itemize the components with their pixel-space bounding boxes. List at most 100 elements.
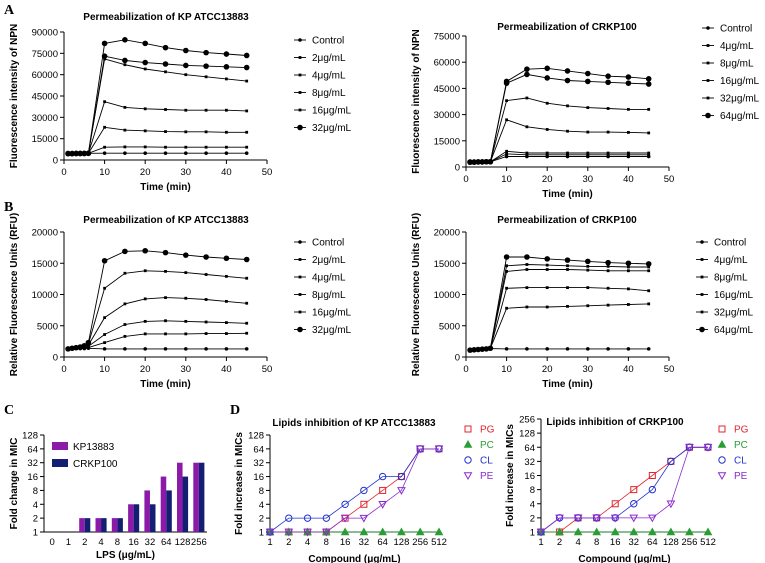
series-16μg/mL: [66, 269, 249, 351]
data-point: [647, 514, 657, 523]
data-point: [627, 107, 630, 111]
x-tick-label: 20: [542, 174, 553, 185]
data-point: [483, 158, 490, 165]
data-point: [243, 256, 250, 263]
series-2μg/mL: [66, 331, 249, 351]
y-tick-label: 10000: [32, 290, 58, 301]
y-axis-label: Fluorescence intensity of NPN: [9, 24, 20, 168]
chart-b2: 0 10 20 30 40 50 0 5000 10000 15000 20000 Permeabil…: [411, 213, 754, 390]
data-point: [183, 62, 189, 69]
data-point: [303, 514, 312, 522]
data-point: [566, 304, 569, 308]
bar: [166, 490, 172, 532]
data-point: [204, 273, 208, 276]
data-point: [586, 153, 590, 157]
data-point: [103, 57, 106, 61]
chart-b1: 0 10 20 30 40 50 0 5000 10000 15000 20000 Permeabil…: [9, 213, 352, 390]
panel-label-a: A: [4, 3, 15, 18]
legend-item: PG: [718, 425, 749, 436]
y-tick-label: 1: [530, 528, 535, 539]
x-tick-label: 16: [610, 537, 621, 548]
x-tick-label: 64: [647, 537, 658, 548]
legend-item: Control: [696, 238, 746, 249]
data-point: [564, 77, 571, 84]
data-point: [505, 306, 508, 310]
data-point: [606, 107, 610, 110]
data-point: [525, 347, 529, 351]
series-16μg/mL: [468, 268, 651, 352]
y-tick-label: 5000: [37, 321, 58, 332]
x-axis-label: Time (min): [140, 182, 190, 193]
data-point: [184, 130, 188, 134]
x-tick-label: 4: [305, 537, 310, 548]
legend-label: 8μg/mL: [312, 290, 346, 301]
legend-item: 32μg/mL: [294, 123, 352, 134]
data-point: [703, 527, 713, 536]
data-point: [184, 271, 188, 275]
legend-item: 64μg/mL: [696, 325, 754, 336]
y-tick-label: 15000: [32, 134, 58, 145]
data-point: [629, 527, 639, 536]
x-tick-label: 0: [61, 364, 66, 375]
data-point: [525, 286, 529, 290]
data-point: [573, 514, 583, 523]
data-point: [73, 150, 79, 157]
legend-label: 2μg/mL: [312, 53, 346, 64]
x-tick-label: 128: [394, 537, 410, 548]
legend-swatch: [52, 442, 68, 450]
legend-label: 8μg/mL: [312, 88, 346, 99]
data-point: [626, 347, 631, 351]
data-point: [525, 268, 529, 271]
data-point: [103, 341, 106, 345]
legend-label: 16μg/mL: [312, 308, 352, 319]
data-point: [592, 514, 602, 523]
legend-marker: [298, 258, 302, 261]
series-Control: [66, 151, 249, 156]
data-point: [606, 286, 610, 290]
data-point: [544, 256, 550, 262]
data-point: [566, 264, 569, 268]
data-point: [143, 297, 147, 301]
x-tick-label: 10: [99, 364, 110, 375]
y-tick-label: 15000: [434, 259, 460, 270]
data-point: [566, 153, 569, 157]
data-point: [225, 145, 228, 149]
data-point: [103, 125, 106, 129]
y-tick-label: 15000: [32, 259, 58, 270]
y-tick-label: 90000: [32, 28, 58, 39]
data-point: [647, 269, 651, 273]
data-point: [545, 101, 549, 105]
data-point: [627, 287, 630, 291]
panel-label-c: C: [4, 403, 14, 418]
data-point: [183, 47, 189, 54]
legend-marker: [464, 425, 472, 433]
data-point: [585, 258, 591, 265]
data-point: [143, 347, 147, 351]
data-point: [586, 304, 590, 308]
y-tick-label: 75000: [32, 49, 58, 60]
data-point: [81, 342, 88, 349]
data-point: [544, 65, 550, 72]
series-line: [68, 146, 247, 155]
y-tick-label: 8: [530, 485, 535, 496]
legend-item: 8μg/mL: [294, 290, 346, 301]
x-tick-label: 128: [175, 537, 191, 548]
y-tick-label: 2: [33, 514, 38, 525]
data-point: [573, 527, 583, 536]
data-point: [244, 151, 249, 155]
x-tick-label: 50: [262, 364, 273, 375]
data-point: [303, 528, 312, 537]
y-axis-label: Fold change in MIC: [9, 438, 20, 530]
x-tick-label: 1: [538, 537, 543, 548]
legend-marker: [298, 73, 302, 77]
data-point: [143, 107, 147, 111]
data-point: [81, 150, 88, 157]
legend-label: PE: [480, 471, 494, 482]
legend-marker: [700, 310, 704, 314]
data-point: [204, 130, 208, 134]
data-point: [415, 527, 425, 536]
data-point: [525, 151, 529, 155]
legend-item: 16μg/mL: [294, 106, 352, 117]
y-tick-label: 16: [253, 472, 264, 483]
